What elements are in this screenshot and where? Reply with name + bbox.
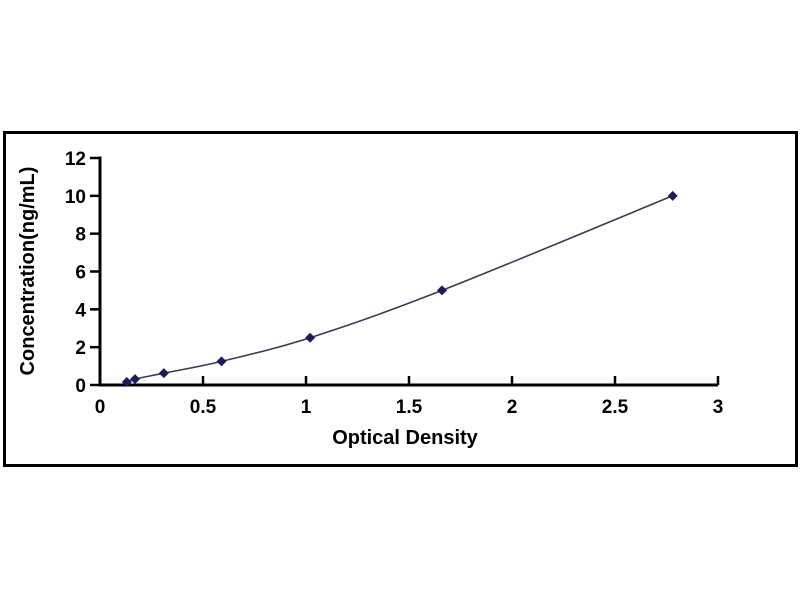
x-tick-label: 1 <box>301 397 312 418</box>
x-tick-label: 3 <box>713 397 724 418</box>
x-tick-label: 2.5 <box>602 397 629 418</box>
y-tick-label: 10 <box>65 187 86 208</box>
chart-frame <box>3 131 798 467</box>
data-point-marker <box>158 368 169 379</box>
axis-ticks <box>90 156 720 387</box>
fit-line <box>126 195 674 383</box>
x-axis-title: Optical Density <box>332 427 478 449</box>
y-tick-label: 0 <box>75 376 86 397</box>
data-point-marker <box>667 190 678 201</box>
y-tick-label: 8 <box>75 225 86 246</box>
y-tick-labels: 0 2 4 6 8 10 12 <box>65 149 87 397</box>
data-point-marker <box>305 332 316 343</box>
x-tick-label: 0.5 <box>190 397 217 418</box>
x-tick-label: 0 <box>95 397 106 418</box>
x-tick-label: 1.5 <box>396 397 423 418</box>
x-tick-labels: 0 0.5 1 1.5 2 2.5 3 <box>95 397 724 418</box>
y-tick-label: 6 <box>75 263 86 284</box>
data-point-marker <box>121 377 132 388</box>
data-point-marker <box>216 356 227 367</box>
data-points <box>121 190 678 388</box>
y-tick-label: 12 <box>65 149 86 170</box>
data-point-marker <box>130 374 141 385</box>
x-tick-label: 2 <box>507 397 518 418</box>
data-point-marker <box>436 285 447 296</box>
y-tick-label: 2 <box>75 338 86 359</box>
y-tick-label: 4 <box>75 300 86 321</box>
axis-lines <box>98 156 718 387</box>
y-axis-title: Concentration(ng/mL) <box>17 167 39 376</box>
